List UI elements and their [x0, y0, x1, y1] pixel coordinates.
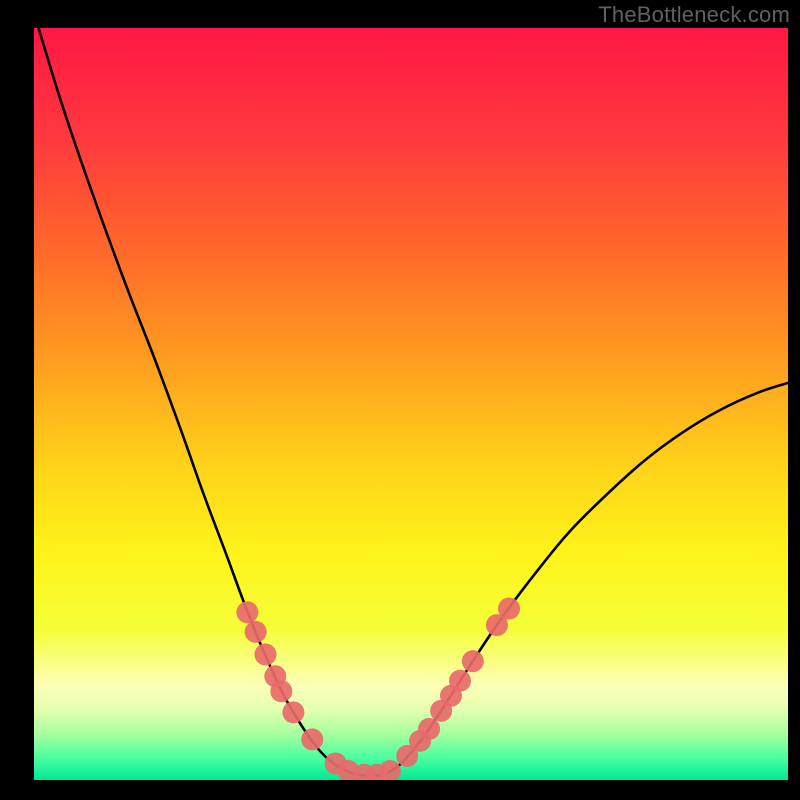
- marker-point: [270, 680, 292, 702]
- marker-point: [498, 598, 520, 620]
- chart-stage: TheBottleneck.com: [0, 0, 800, 800]
- marker-point: [449, 670, 471, 692]
- watermark-text: TheBottleneck.com: [598, 2, 790, 28]
- gradient-background: [34, 28, 788, 780]
- marker-point: [282, 701, 304, 723]
- marker-point: [245, 621, 267, 643]
- marker-point: [254, 643, 276, 665]
- marker-point: [462, 650, 484, 672]
- marker-point: [418, 718, 440, 740]
- marker-point: [236, 601, 258, 623]
- chart-svg: [34, 28, 788, 780]
- marker-point: [301, 728, 323, 750]
- plot-area: [34, 28, 788, 780]
